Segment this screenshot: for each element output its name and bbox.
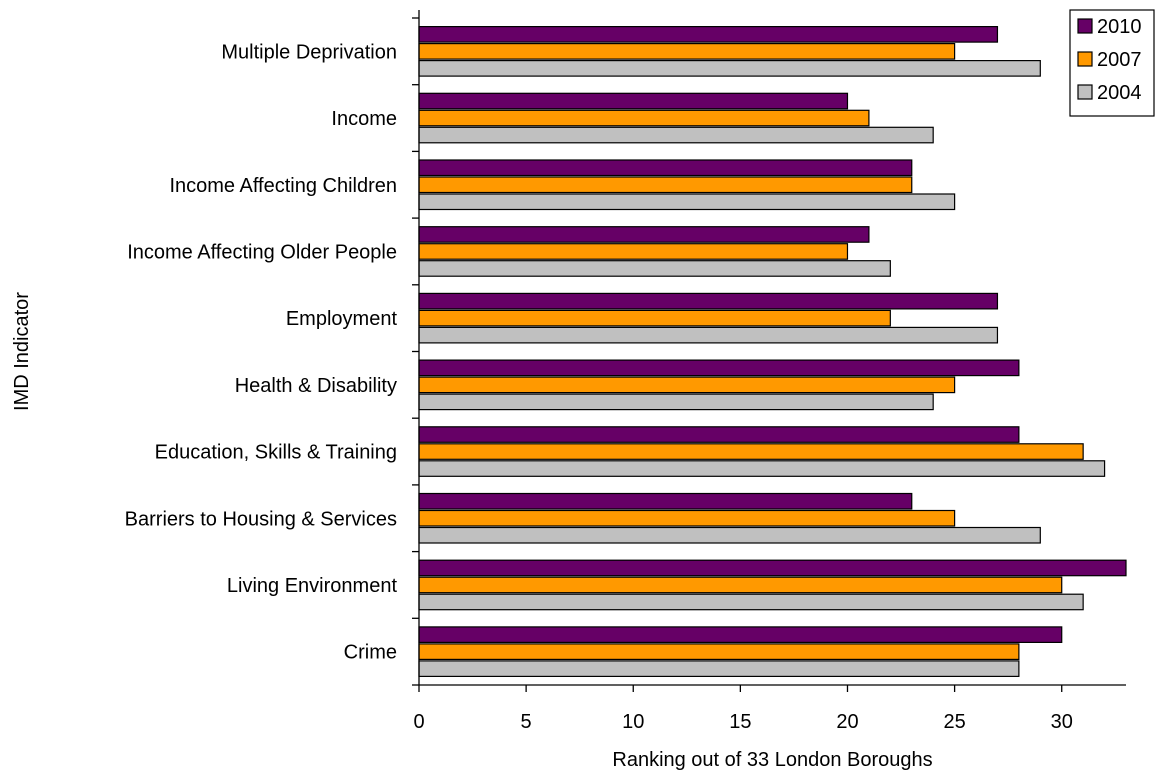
x-tick-label: 25 [943, 711, 965, 733]
bar-2007-living-environment [418, 576, 1063, 594]
bar-2010-crime [418, 626, 1063, 644]
y-axis-title: IMD Indicator [11, 292, 33, 411]
tick-labels: 0 5 10 15 20 25 30 [413, 711, 1072, 733]
bar-2010-health-disability [418, 359, 1020, 377]
bar-2007-health-disability [418, 376, 956, 394]
category-label: Income Affecting Older People [127, 241, 397, 263]
category-label: Health & Disability [235, 375, 397, 397]
bar-2010-education-skills-training [418, 426, 1020, 443]
x-tick-label: 10 [622, 711, 644, 733]
category-labels: Multiple Deprivation Income Income Affecti… [125, 41, 398, 663]
bar-2007-income-affecting-children [418, 176, 913, 194]
bar-2004-employment [418, 326, 999, 344]
bar-2010-employment [418, 292, 999, 310]
bar-2010-income-affecting-children [418, 159, 913, 177]
bar-2010-barriers-to-housing-services [418, 492, 913, 510]
category-label: Employment [286, 308, 398, 330]
x-tick-label: 30 [1051, 711, 1073, 733]
bars-group [418, 26, 1127, 678]
bar-2007-income-affecting-older-people [418, 243, 849, 260]
category-label: Crime [344, 642, 397, 664]
legend-label: 2010 [1097, 16, 1142, 38]
bar-2007-education-skills-training [418, 443, 1084, 460]
bar-2010-multiple-deprivation [418, 26, 999, 43]
bar-2010-living-environment [418, 559, 1127, 577]
category-label: Living Environment [227, 575, 398, 597]
legend-swatch-2004 [1077, 84, 1093, 100]
bar-2010-income [418, 92, 849, 110]
category-label: Barriers to Housing & Services [125, 508, 397, 530]
bar-2010-income-affecting-older-people [418, 226, 870, 243]
x-axis-title: Ranking out of 33 London Boroughs [612, 749, 932, 771]
bar-2004-barriers-to-housing-services [418, 526, 1041, 544]
legend-label: 2007 [1097, 49, 1142, 71]
bar-2004-health-disability [418, 393, 934, 411]
category-label: Income Affecting Children [169, 175, 397, 197]
bar-2007-income [418, 109, 870, 127]
bar-2004-crime [418, 660, 1020, 678]
legend: 2010 2007 2004 [1069, 9, 1155, 117]
category-label: Income [331, 108, 397, 130]
bar-2007-crime [418, 643, 1020, 661]
legend-swatch-2007 [1077, 51, 1093, 67]
legend-label: 2004 [1097, 82, 1142, 104]
bar-2004-income-affecting-children [418, 193, 956, 211]
axes-group [412, 10, 1126, 692]
bar-2007-employment [418, 309, 891, 327]
category-label: Multiple Deprivation [221, 41, 397, 63]
x-tick-label: 0 [413, 711, 424, 733]
bar-2004-income [418, 126, 934, 144]
category-label: Education, Skills & Training [155, 442, 397, 464]
x-tick-label: 5 [521, 711, 532, 733]
bar-2004-education-skills-training [418, 460, 1106, 477]
x-tick-label: 15 [729, 711, 751, 733]
bar-2004-income-affecting-older-people [418, 260, 891, 277]
bar-2007-barriers-to-housing-services [418, 509, 956, 527]
x-tick-label: 20 [836, 711, 858, 733]
bar-2004-multiple-deprivation [418, 59, 1041, 77]
legend-swatch-2010 [1077, 18, 1093, 34]
bar-2007-multiple-deprivation [418, 42, 956, 60]
bar-2004-living-environment [418, 593, 1084, 611]
